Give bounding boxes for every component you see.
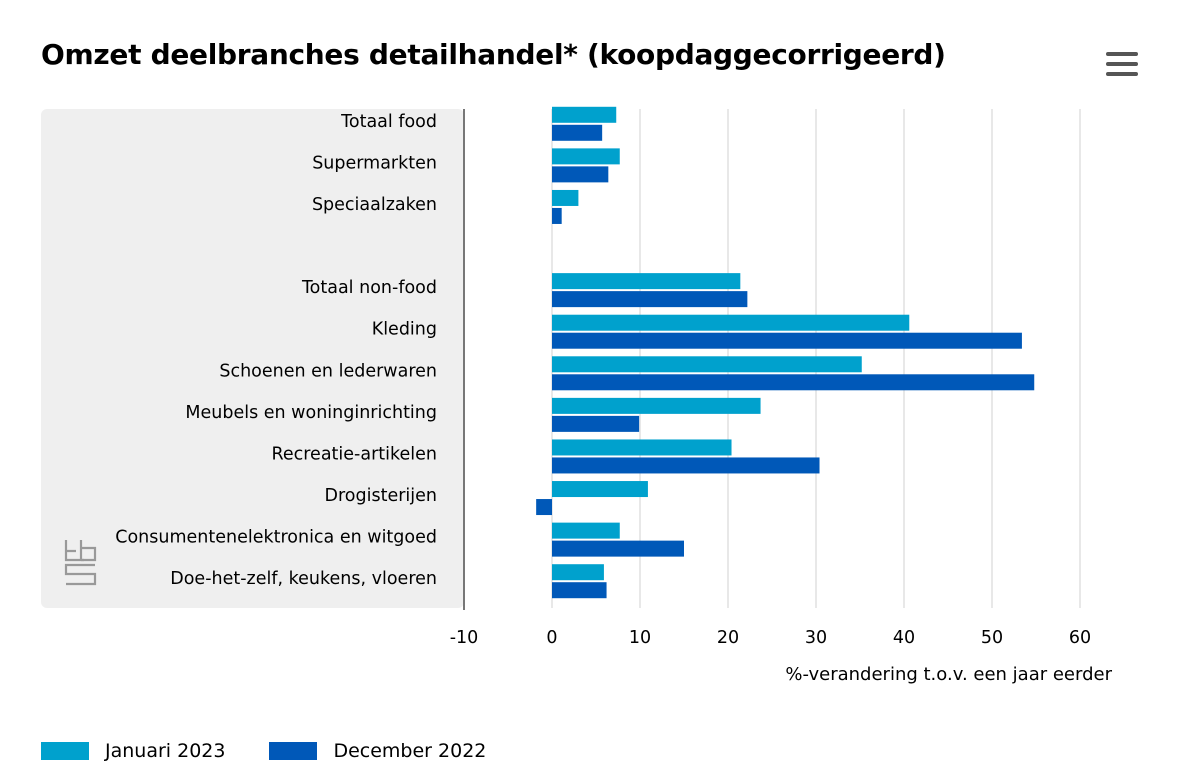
bar-s2-0[interactable] (552, 124, 603, 141)
legend-label-series-1: Januari 2023 (105, 740, 226, 762)
bar-s2-8[interactable] (552, 457, 820, 474)
category-label-10: Consumentenelektronica en witgoed (115, 528, 437, 548)
x-tick-label-6: 50 (981, 628, 1003, 648)
bar-s1-6[interactable] (552, 356, 862, 373)
bar-s2-5[interactable] (552, 332, 1022, 349)
category-label-panel (41, 109, 464, 608)
category-label-2: Speciaalzaken (312, 195, 437, 215)
x-axis-label: %-verandering t.o.v. een jaar eerder (785, 664, 1112, 685)
x-tick-label-7: 60 (1069, 628, 1091, 648)
x-tick-labels: -10 0 10 20 30 40 50 60 (450, 628, 1091, 648)
x-tick-label-0: -10 (450, 628, 479, 648)
hamburger-menu-icon[interactable] (1106, 52, 1140, 78)
category-label-7: Meubels en woninginrichting (185, 403, 437, 423)
legend-swatch-series-2 (269, 742, 318, 760)
bars (536, 106, 1035, 599)
category-label-5: Kleding (372, 320, 437, 340)
x-tick-label-1: 0 (546, 628, 557, 648)
bar-s1-1[interactable] (552, 148, 620, 165)
category-label-8: Recreatie-artikelen (271, 444, 437, 464)
legend-label-series-2: December 2022 (333, 740, 487, 762)
category-labels: Totaal food Supermarkten Speciaalzaken Tota… (115, 112, 437, 589)
bar-chart: Totaal food Supermarkten Speciaalzaken Tota… (41, 106, 1113, 685)
bar-s2-2[interactable] (552, 207, 562, 224)
bar-s1-7[interactable] (552, 397, 761, 414)
category-label-11: Doe-het-zelf, keukens, vloeren (170, 569, 437, 589)
category-label-9: Drogisterijen (325, 486, 438, 506)
legend-item-series-2[interactable]: December 2022 (269, 740, 486, 762)
chart-title: Omzet deelbranches detailhandel* (koopda… (41, 38, 946, 71)
category-label-6: Schoenen en lederwaren (219, 361, 437, 381)
x-tick-label-2: 10 (629, 628, 651, 648)
bar-s1-4[interactable] (552, 273, 741, 290)
bar-s1-0[interactable] (552, 106, 617, 123)
bar-s2-10[interactable] (552, 540, 684, 557)
bar-s2-4[interactable] (552, 291, 748, 308)
cbs-logo-icon (64, 540, 97, 586)
x-tick-label-3: 20 (717, 628, 739, 648)
category-label-0: Totaal food (340, 112, 437, 132)
x-tick-label-5: 40 (893, 628, 915, 648)
bar-s1-8[interactable] (552, 439, 732, 456)
bar-s1-10[interactable] (552, 522, 620, 539)
category-label-1: Supermarkten (312, 153, 437, 173)
legend: Januari 2023 December 2022 (41, 737, 530, 765)
bar-s2-6[interactable] (552, 374, 1035, 391)
bar-s2-1[interactable] (552, 166, 609, 183)
bar-s1-9[interactable] (552, 481, 648, 498)
bar-s1-2[interactable] (552, 189, 579, 206)
x-tick-label-4: 30 (805, 628, 827, 648)
bar-s2-11[interactable] (552, 582, 607, 599)
bar-s2-7[interactable] (552, 415, 640, 432)
bar-s2-9[interactable] (536, 499, 552, 516)
legend-swatch-series-1 (41, 742, 89, 760)
category-label-4: Totaal non-food (301, 278, 437, 298)
legend-item-series-1[interactable]: Januari 2023 (41, 740, 225, 762)
bar-s1-5[interactable] (552, 314, 910, 331)
bar-s1-11[interactable] (552, 564, 604, 581)
